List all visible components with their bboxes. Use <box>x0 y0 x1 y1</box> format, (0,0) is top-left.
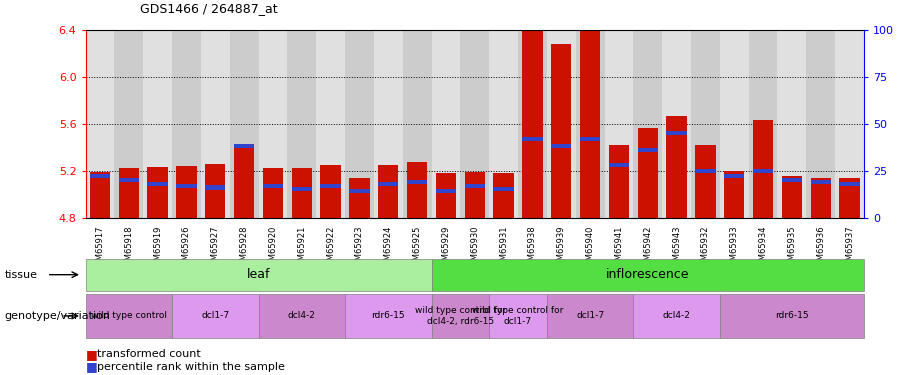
Text: rdr6-15: rdr6-15 <box>775 311 809 320</box>
Bar <box>547 30 576 217</box>
Bar <box>176 184 196 188</box>
Bar <box>407 180 428 184</box>
Bar <box>230 30 258 217</box>
Text: inflorescence: inflorescence <box>606 268 689 281</box>
Bar <box>720 30 749 217</box>
Bar <box>551 144 572 148</box>
Text: leaf: leaf <box>247 268 270 281</box>
Bar <box>287 30 316 217</box>
Text: ■: ■ <box>86 348 97 361</box>
Bar <box>114 30 143 217</box>
Text: transformed count: transformed count <box>97 350 201 359</box>
Bar <box>378 165 399 218</box>
Text: wild type control: wild type control <box>91 311 166 320</box>
Text: wild type control for
dcl1-7: wild type control for dcl1-7 <box>472 306 563 326</box>
Bar <box>436 173 456 217</box>
Bar <box>320 184 341 188</box>
Bar <box>201 30 230 217</box>
Bar <box>518 30 547 217</box>
Text: ■: ■ <box>86 360 97 373</box>
Bar <box>464 172 485 217</box>
Bar <box>90 174 110 178</box>
Bar <box>576 30 605 217</box>
Bar <box>522 31 543 217</box>
Bar <box>431 30 460 217</box>
Bar <box>551 44 572 218</box>
Bar <box>407 162 428 218</box>
Bar <box>86 30 114 217</box>
Text: dcl1-7: dcl1-7 <box>576 311 604 320</box>
Bar <box>436 189 456 194</box>
Bar <box>234 144 254 218</box>
Bar <box>148 167 167 217</box>
Text: dcl1-7: dcl1-7 <box>202 311 230 320</box>
Bar <box>638 129 658 217</box>
Bar <box>608 163 629 167</box>
Bar <box>608 145 629 218</box>
Bar <box>840 178 860 218</box>
Bar <box>234 144 254 148</box>
Bar <box>460 30 490 217</box>
Bar <box>811 180 831 184</box>
Text: tissue: tissue <box>4 270 38 280</box>
Bar <box>749 30 778 217</box>
Bar <box>696 169 716 172</box>
Bar <box>667 131 687 135</box>
Bar <box>753 169 773 172</box>
Text: genotype/variation: genotype/variation <box>4 311 111 321</box>
Bar <box>345 30 373 217</box>
Bar <box>753 120 773 218</box>
Text: GDS1466 / 264887_at: GDS1466 / 264887_at <box>140 2 277 15</box>
Bar <box>605 30 634 217</box>
Bar <box>263 168 283 217</box>
Bar <box>522 137 543 141</box>
Bar <box>464 184 485 188</box>
Bar <box>349 178 370 218</box>
Bar <box>835 30 864 217</box>
Bar <box>119 178 139 182</box>
Bar <box>258 30 287 217</box>
Bar <box>782 177 802 218</box>
Text: wild type control for
dcl4-2, rdr6-15: wild type control for dcl4-2, rdr6-15 <box>415 306 506 326</box>
Bar <box>667 116 687 218</box>
Bar <box>724 174 744 178</box>
Bar <box>172 30 201 217</box>
Bar <box>580 137 600 141</box>
Text: dcl4-2: dcl4-2 <box>288 311 316 320</box>
Bar <box>205 164 225 218</box>
Bar <box>778 30 806 217</box>
Bar <box>320 165 341 218</box>
Bar <box>724 171 744 217</box>
Text: rdr6-15: rdr6-15 <box>372 311 405 320</box>
Bar <box>696 145 716 218</box>
Bar <box>374 30 402 217</box>
Text: percentile rank within the sample: percentile rank within the sample <box>97 362 285 372</box>
Bar <box>119 168 139 217</box>
Bar <box>806 30 835 217</box>
Bar <box>493 173 514 217</box>
Bar <box>490 30 518 217</box>
Text: dcl4-2: dcl4-2 <box>662 311 690 320</box>
Bar <box>402 30 431 217</box>
Bar <box>691 30 720 217</box>
Bar <box>143 30 172 217</box>
Bar <box>378 182 399 186</box>
Bar <box>782 178 802 182</box>
Bar <box>493 188 514 191</box>
Bar <box>176 166 196 218</box>
Bar <box>90 172 110 217</box>
Bar <box>292 188 311 191</box>
Bar <box>292 168 311 217</box>
Bar <box>662 30 691 217</box>
Bar <box>316 30 345 217</box>
Bar <box>205 186 225 190</box>
Bar <box>840 182 860 186</box>
Bar <box>638 148 658 152</box>
Bar <box>263 184 283 188</box>
Bar <box>811 178 831 218</box>
Bar <box>580 31 600 217</box>
Bar <box>349 189 370 194</box>
Bar <box>148 182 167 186</box>
Bar <box>634 30 662 217</box>
